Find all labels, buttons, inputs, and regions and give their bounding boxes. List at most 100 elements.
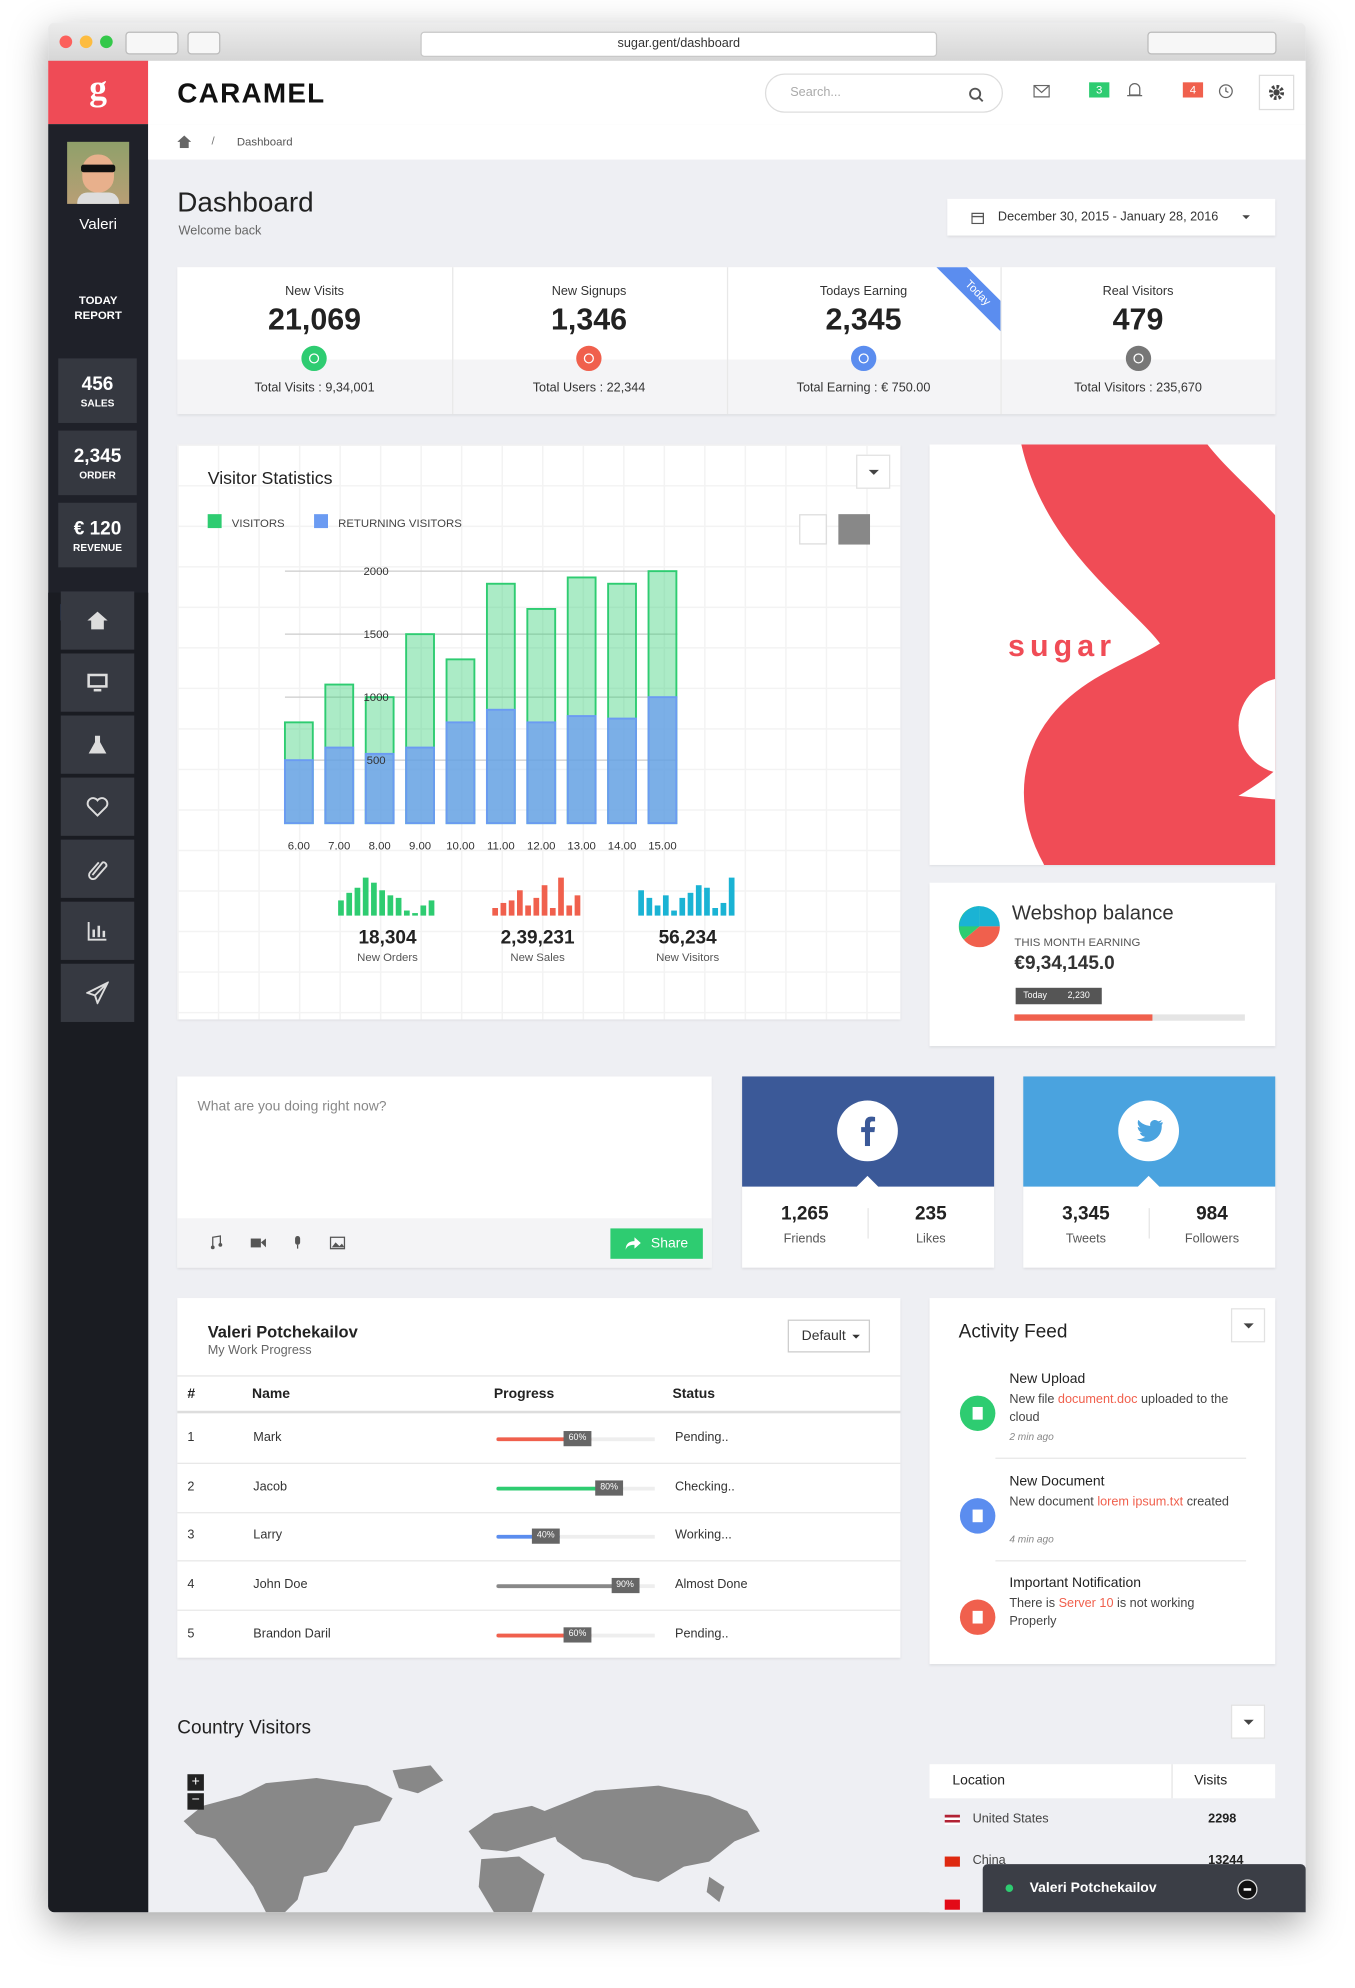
menu-item[interactable]: [60, 839, 135, 898]
spark-bar: [379, 890, 385, 916]
menu-item[interactable]: [60, 591, 135, 650]
spark-bar: [654, 905, 661, 916]
card-menu[interactable]: [1230, 1704, 1266, 1739]
nav-buttons[interactable]: [125, 31, 179, 55]
spark-bar: [517, 890, 523, 916]
search-box[interactable]: Search...: [764, 73, 1003, 113]
menu-item[interactable]: [60, 715, 135, 774]
settings-button[interactable]: [1258, 74, 1295, 111]
chat-minimize[interactable]: [1237, 1879, 1258, 1900]
twitter-icon[interactable]: [1118, 1100, 1180, 1162]
menu-item[interactable]: [60, 901, 135, 960]
sidebar-button[interactable]: [187, 31, 221, 55]
avatar[interactable]: [67, 141, 130, 204]
default-button[interactable]: Default: [787, 1319, 871, 1353]
row-name: Jacob: [253, 1480, 288, 1494]
feed-icon: [959, 1395, 996, 1432]
x-tick-label: 10.00: [446, 841, 474, 853]
divider: [867, 1208, 869, 1239]
clock-icon[interactable]: [1218, 84, 1233, 99]
gear-icon: [1268, 84, 1285, 101]
card-menu[interactable]: [1230, 1308, 1266, 1343]
mini-value: 2,39,231: [501, 927, 575, 948]
tooltip-value: 2,230: [1067, 991, 1090, 1001]
home-icon[interactable]: [177, 135, 192, 149]
menu-item[interactable]: [60, 777, 135, 836]
menu-item[interactable]: [60, 653, 135, 712]
brand-text: sugar: [1008, 629, 1117, 664]
date-range: December 30, 2015 - January 28, 2016: [997, 210, 1219, 225]
bar: [566, 715, 597, 825]
toggle-line[interactable]: [799, 514, 827, 545]
bar: [485, 708, 516, 825]
icon-glyph: [309, 353, 320, 364]
link[interactable]: document.doc: [1057, 1393, 1138, 1407]
text: is not working Properly: [1009, 1596, 1195, 1629]
link[interactable]: Server 10: [1058, 1596, 1114, 1611]
share-button[interactable]: Share: [610, 1228, 703, 1259]
mini-value: 18,304: [358, 927, 417, 948]
country-visits: 2298: [1208, 1812, 1237, 1827]
legend-label: VISITORS: [232, 518, 285, 530]
feed-icon: [959, 1599, 996, 1635]
row-rule: [177, 1560, 901, 1562]
icon-glyph: [1132, 353, 1144, 364]
flag: [944, 1856, 960, 1867]
date-picker[interactable]: December 30, 2015 - January 28, 2016: [947, 198, 1276, 236]
divider: [177, 1375, 901, 1377]
zoom-out[interactable]: −: [187, 1793, 204, 1810]
webshop-title: Webshop balance: [1011, 902, 1174, 925]
zoom-in[interactable]: +: [187, 1774, 204, 1791]
menu-icon: [88, 735, 107, 754]
brand-art: [1022, 444, 1276, 865]
progress-title: Valeri Potchekailov: [207, 1322, 358, 1342]
toolbar-buttons[interactable]: [1147, 31, 1277, 55]
mail-icon[interactable]: [1033, 84, 1050, 98]
url-bar[interactable]: sugar.gent/dashboard: [420, 31, 938, 57]
page-subtitle: Welcome back: [178, 224, 262, 239]
row-status: Almost Done: [674, 1578, 748, 1592]
row-rule: [177, 1609, 901, 1611]
card-menu[interactable]: [856, 454, 891, 489]
social-value: 3,345: [1062, 1203, 1110, 1225]
chat-bar[interactable]: Valeri Potchekailov: [982, 1864, 1306, 1913]
icon-glyph: [972, 1508, 983, 1522]
stats-panel: New Visits 21,069 Total Visits : 9,34,001 N…: [177, 267, 1276, 415]
facebook-card: 1,265 Friends 235 Likes: [742, 1076, 995, 1268]
close-button[interactable]: [59, 35, 73, 49]
page-title: Dashboard: [177, 186, 314, 218]
progress-fill: [1014, 1014, 1153, 1021]
search-icon: [969, 87, 984, 102]
ribbon: Today: [934, 267, 1001, 337]
x-tick-label: 7.00: [328, 841, 350, 853]
chat-name: Valeri Potchekailov: [1029, 1880, 1157, 1896]
minus: [1243, 1888, 1252, 1891]
mini-label: New Visitors: [656, 952, 719, 964]
bar: [405, 746, 435, 825]
bar: [445, 721, 476, 825]
facebook-icon[interactable]: [837, 1100, 898, 1162]
spark-bar: [362, 877, 369, 916]
column-header: Status: [672, 1386, 716, 1402]
status-placeholder[interactable]: What are you doing right now?: [197, 1099, 387, 1115]
bell-icon[interactable]: [1127, 82, 1143, 98]
bar: [647, 696, 678, 825]
social-label: Friends: [783, 1232, 826, 1247]
spark-bar: [354, 887, 361, 916]
spark-bar: [671, 910, 677, 916]
row-id: 4: [187, 1578, 195, 1592]
spark-bar: [566, 905, 573, 916]
report-value: 2,345: [73, 445, 122, 468]
social-value: 235: [914, 1203, 947, 1225]
logo[interactable]: g: [48, 60, 149, 125]
zoom-button[interactable]: [100, 35, 113, 49]
attach-icons[interactable]: [210, 1235, 349, 1250]
menu-item[interactable]: [60, 963, 135, 1022]
toggle-bar[interactable]: [838, 514, 871, 545]
spark-bar: [695, 885, 702, 916]
link[interactable]: lorem ipsum.txt: [1097, 1494, 1184, 1509]
spark-bar: [500, 902, 507, 916]
minimize-button[interactable]: [79, 35, 93, 49]
spark-bar: [574, 895, 581, 916]
